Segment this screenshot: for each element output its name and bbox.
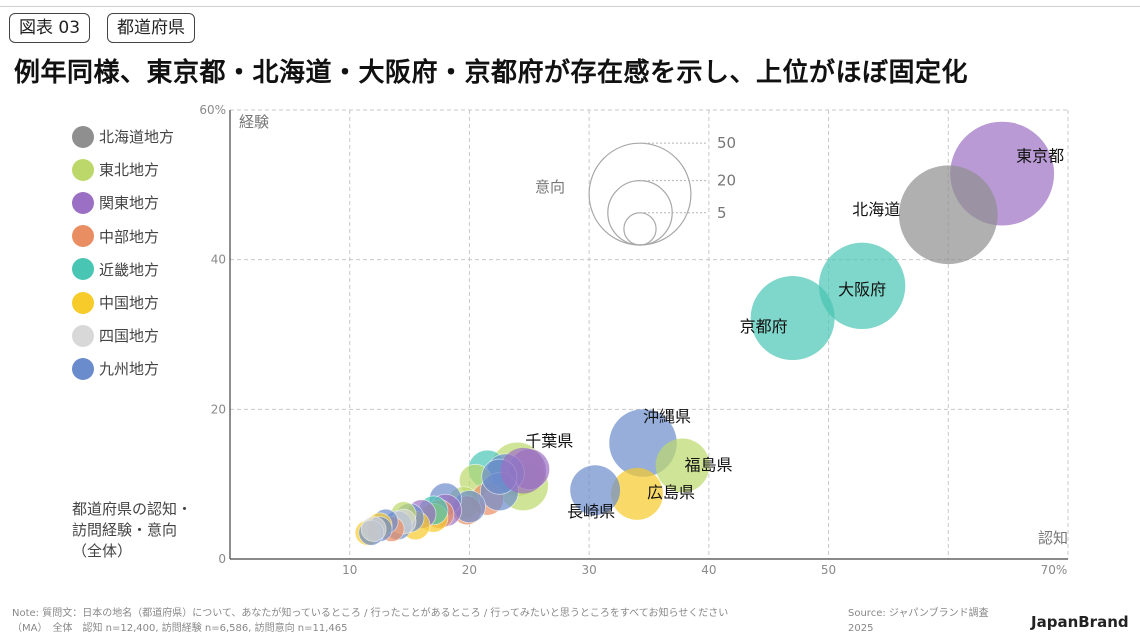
x-tick-label: 50 — [821, 563, 836, 577]
legend-label: 東北地方 — [99, 161, 160, 180]
bubble-label: 千葉県 — [525, 432, 573, 451]
chart-caption: 都道府県の認知・ 訪問経験・意向 （全体） — [72, 500, 193, 560]
legend-swatch — [72, 158, 94, 181]
legend-item: 近畿地方 — [72, 253, 174, 286]
size-legend-circle — [588, 142, 692, 246]
bubble-point — [898, 165, 998, 265]
y-tick-label: 0 — [218, 552, 226, 566]
y-tick-label: 40 — [211, 253, 226, 267]
bubble-label: 大阪府 — [838, 280, 886, 299]
legend-label: 近畿地方 — [99, 260, 160, 279]
bubble-point — [360, 516, 387, 542]
bubble-label: 福島県 — [685, 455, 733, 474]
size-legend-label: 20 — [717, 172, 736, 190]
bubble-label: 東京都 — [1016, 147, 1064, 166]
y-tick-label: 20 — [211, 402, 226, 416]
legend-label: 北海道地方 — [99, 128, 175, 147]
figure-number-tag: 図表 03 — [9, 13, 91, 43]
legend-swatch — [72, 258, 94, 281]
legend-label: 四国地方 — [99, 327, 160, 346]
legend-item: 四国地方 — [72, 319, 174, 352]
bubble-label: 京都府 — [740, 317, 788, 336]
bubble-point — [750, 276, 835, 361]
size-legend-circle — [623, 212, 657, 246]
footer-note: Note: 質問文：日本の地名（都道府県）について、あなたが知っているところ /… — [12, 608, 729, 634]
legend-swatch — [72, 125, 94, 148]
x-tick-label: 30 — [582, 563, 597, 577]
legend-label: 中国地方 — [99, 294, 160, 313]
size-legend-label: 5 — [717, 204, 727, 222]
y-tick-label: 60% — [199, 103, 226, 117]
size-legend-label: 50 — [717, 134, 736, 152]
legend-label: 関東地方 — [99, 194, 160, 213]
top-rule — [0, 6, 1140, 7]
legend-swatch — [72, 291, 94, 314]
legend-label: 九州地方 — [99, 360, 160, 379]
footer-source: Source: ジャパンブランド調査 2025 — [848, 608, 989, 634]
legend-label: 中部地方 — [99, 227, 160, 246]
x-tick-label: 70% — [1041, 563, 1068, 577]
size-legend-title: 意向 — [535, 178, 565, 196]
legend-swatch — [72, 357, 94, 380]
bubble-point — [655, 438, 710, 493]
legend-swatch — [72, 225, 94, 248]
x-tick-label: 20 — [462, 563, 477, 577]
bubble-label: 長崎県 — [567, 502, 615, 521]
region-legend: 北海道地方東北地方関東地方中部地方近畿地方中国地方四国地方九州地方 — [72, 120, 174, 386]
legend-item: 東北地方 — [72, 153, 174, 186]
bubble-label: 広島県 — [647, 483, 695, 502]
y-axis-title: 経験 — [239, 113, 269, 131]
bubble-point — [818, 242, 906, 330]
legend-swatch — [72, 324, 94, 347]
legend-swatch — [72, 191, 94, 214]
brand-logo-text: JapanBrand — [1031, 613, 1129, 631]
legend-item: 中国地方 — [72, 286, 174, 319]
headline: 例年同様、東京都・北海道・大阪府・京都府が存在感を示し、上位がほぼ固定化 — [14, 58, 969, 88]
bubble-point — [500, 447, 547, 494]
legend-item: 関東地方 — [72, 186, 174, 219]
bubble-point — [611, 467, 663, 520]
bubble-label: 沖縄県 — [643, 407, 691, 426]
x-tick-label: 40 — [701, 563, 716, 577]
category-tag: 都道府県 — [107, 13, 195, 43]
bubble-point — [570, 465, 621, 516]
x-tick-label: 10 — [342, 563, 357, 577]
legend-item: 中部地方 — [72, 220, 174, 253]
legend-item: 九州地方 — [72, 352, 174, 385]
legend-item: 北海道地方 — [72, 120, 174, 153]
bubble-label: 北海道 — [852, 200, 900, 219]
x-axis-title: 認知 — [1038, 529, 1068, 547]
